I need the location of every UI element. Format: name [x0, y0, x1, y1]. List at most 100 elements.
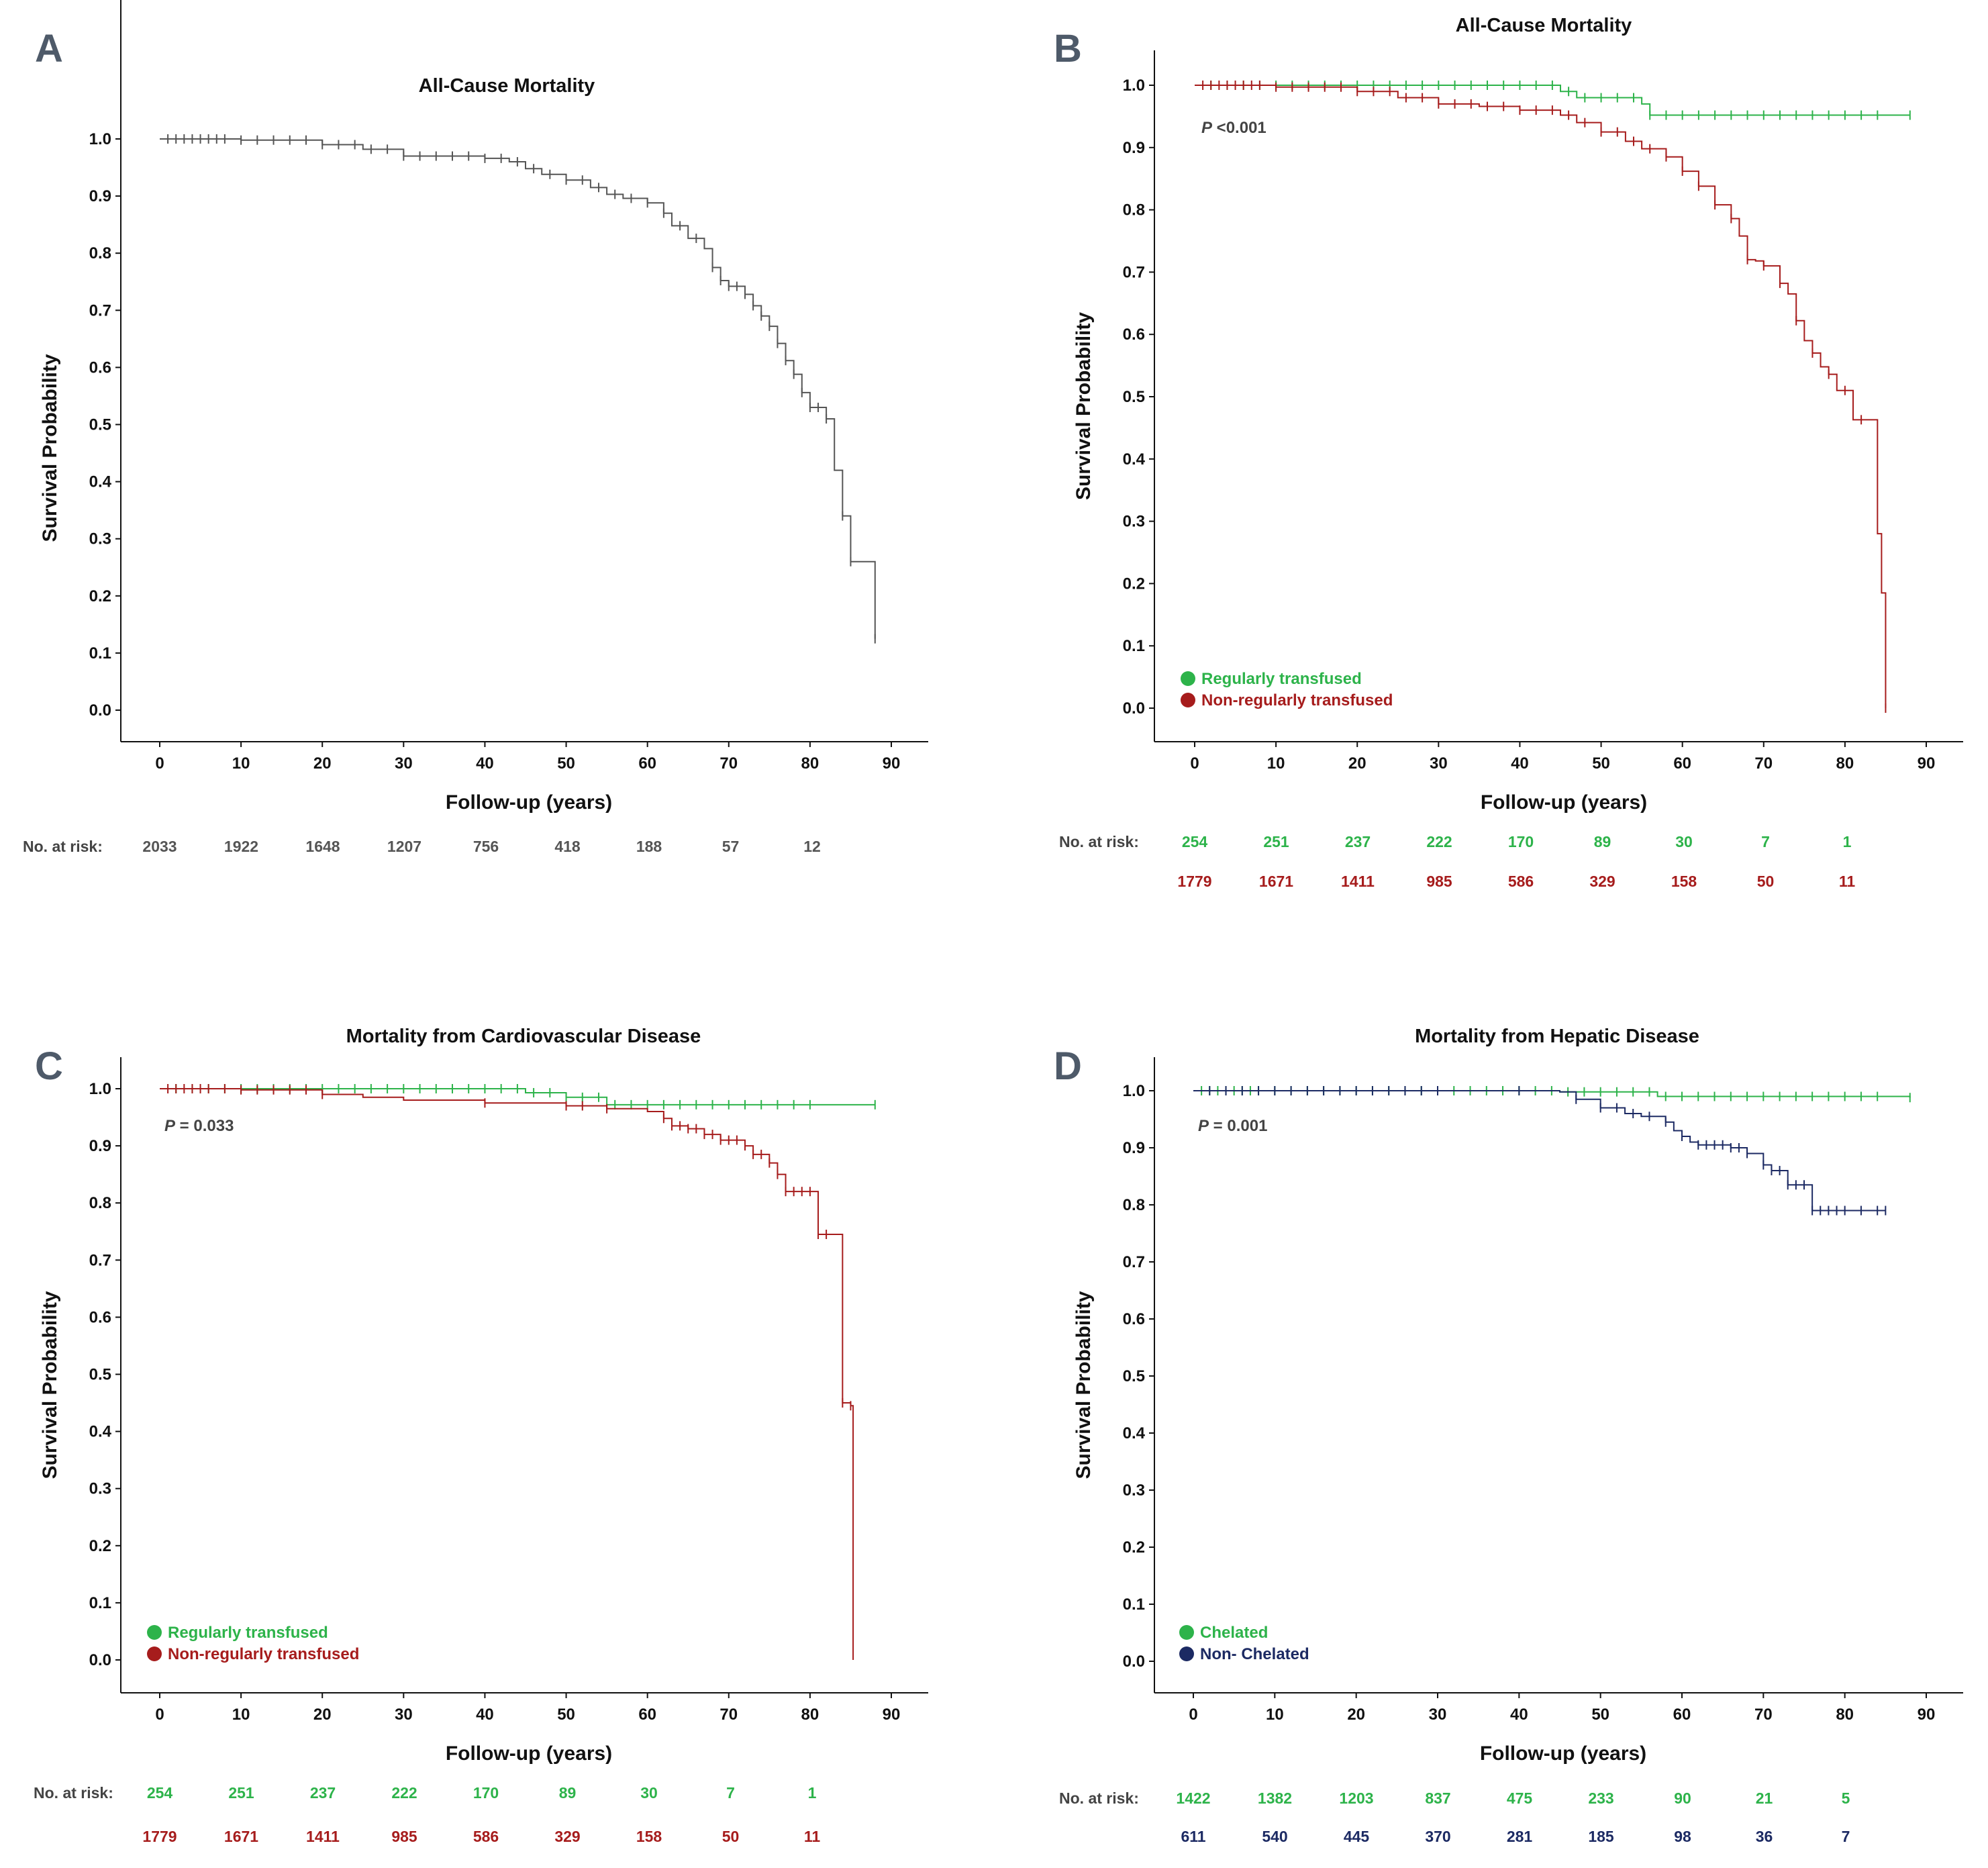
- risk-count: 1779: [1177, 873, 1211, 890]
- x-tick-label: 40: [476, 754, 494, 773]
- y-tick-label: 0.0: [89, 701, 111, 720]
- y-tick-label: 0.5: [89, 1366, 111, 1384]
- y-tick-label: 0.9: [1123, 139, 1145, 157]
- risk-count: 1671: [224, 1828, 258, 1845]
- risk-count: 251: [1263, 833, 1289, 850]
- x-tick-label: 10: [1267, 754, 1285, 773]
- p-value-text: <0.001: [1212, 119, 1266, 137]
- risk-count: 30: [640, 1784, 658, 1802]
- x-tick-label: 20: [1348, 754, 1366, 773]
- p-value: P <0.001: [1201, 119, 1266, 137]
- risk-count: 254: [147, 1784, 173, 1802]
- y-tick-label: 0.9: [1123, 1139, 1145, 1157]
- risk-count: 170: [1508, 833, 1534, 850]
- risk-count: 1422: [1176, 1789, 1210, 1807]
- x-axis-label: Follow-up (years): [1480, 1742, 1646, 1765]
- y-tick-label: 0.4: [1123, 450, 1146, 469]
- risk-count: 7: [726, 1784, 735, 1802]
- risk-count: 251: [228, 1784, 254, 1802]
- risk-table-label: No. at risk:: [34, 1784, 113, 1802]
- risk-count: 7: [1842, 1828, 1850, 1845]
- y-tick-label: 0.0: [1123, 699, 1145, 718]
- survival-curve: [1195, 85, 1910, 116]
- x-tick-label: 20: [313, 754, 332, 773]
- risk-count: 1648: [305, 838, 340, 855]
- x-tick-label: 80: [801, 1706, 819, 1724]
- risk-count: 540: [1262, 1828, 1287, 1845]
- x-tick-label: 80: [801, 754, 819, 773]
- y-tick-label: 1.0: [1123, 77, 1145, 95]
- y-tick-label: 0.1: [1123, 1595, 1145, 1614]
- legend-marker: [1181, 671, 1195, 686]
- y-tick-label: 0.8: [89, 1194, 111, 1212]
- panel-label: B: [1054, 27, 1082, 70]
- risk-count: 185: [1588, 1828, 1614, 1845]
- y-tick-label: 1.0: [89, 130, 111, 148]
- x-tick-label: 50: [557, 1706, 575, 1724]
- risk-count: 370: [1425, 1828, 1450, 1845]
- risk-count: 1671: [1259, 873, 1293, 890]
- x-tick-label: 80: [1836, 1706, 1854, 1724]
- p-value: P = 0.033: [164, 1117, 234, 1135]
- y-tick-label: 0.4: [1123, 1424, 1146, 1442]
- risk-count: 2033: [142, 838, 177, 855]
- series-non-regularly-transfused: [1195, 81, 1887, 713]
- risk-count: 98: [1674, 1828, 1691, 1845]
- risk-table-label: No. at risk:: [23, 838, 103, 855]
- y-tick-label: 0.5: [1123, 388, 1145, 406]
- p-value-symbol: P: [1198, 1117, 1209, 1135]
- series-overall: [160, 134, 876, 644]
- series-non-regularly-transfused: [160, 1084, 854, 1660]
- panel-d: D Mortality from Hepatic Disease 0.0 0.1 0.2…: [1054, 1026, 1963, 1845]
- x-tick-label: 50: [1592, 754, 1610, 773]
- risk-count: 329: [1589, 873, 1615, 890]
- y-tick-label: 0.5: [1123, 1367, 1145, 1385]
- x-tick-label: 90: [883, 1706, 901, 1724]
- risk-count: 222: [1426, 833, 1452, 850]
- legend-marker: [1181, 693, 1195, 707]
- x-axis-label: Follow-up (years): [446, 791, 612, 814]
- x-tick-label: 70: [1754, 1706, 1773, 1724]
- risk-count: 237: [310, 1784, 336, 1802]
- risk-count: 188: [636, 838, 662, 855]
- risk-count: 281: [1507, 1828, 1533, 1845]
- risk-count: 1: [808, 1784, 817, 1802]
- x-tick-label: 0: [1190, 754, 1199, 773]
- legend-label: Chelated: [1200, 1624, 1268, 1642]
- legend-label: Non- Chelated: [1200, 1645, 1309, 1663]
- chart-title: All-Cause Mortality: [419, 75, 595, 97]
- y-tick-label: 0.7: [1123, 263, 1145, 281]
- series-non-chelated: [1193, 1086, 1887, 1216]
- y-tick-label: 0.0: [1123, 1653, 1145, 1671]
- risk-table-label: No. at risk:: [1059, 833, 1139, 850]
- x-tick-label: 90: [1918, 1706, 1936, 1724]
- risk-count: 1411: [1341, 873, 1375, 890]
- y-tick-label: 0.6: [1123, 326, 1145, 344]
- risk-count: 5: [1842, 1789, 1850, 1807]
- y-tick-label: 0.9: [89, 187, 111, 205]
- x-tick-label: 80: [1836, 754, 1854, 773]
- legend-label: Regularly transfused: [1201, 670, 1362, 688]
- x-tick-label: 60: [638, 1706, 656, 1724]
- y-tick-label: 0.1: [1123, 637, 1145, 655]
- y-tick-label: 0.1: [89, 1594, 111, 1612]
- legend-item: Chelated: [1179, 1624, 1268, 1642]
- x-tick-label: 30: [1430, 754, 1448, 773]
- survival-curve: [160, 1088, 854, 1660]
- survival-curve: [1193, 1090, 1886, 1212]
- risk-count: 475: [1507, 1789, 1533, 1807]
- x-tick-label: 0: [1189, 1706, 1197, 1724]
- panel-a: A All-Cause Mortality 0.0 0.1 0.2 0.3 0.4 0.5 0.…: [23, 0, 928, 855]
- legend-item: Regularly transfused: [147, 1624, 328, 1642]
- y-tick-label: 0.1: [89, 644, 111, 662]
- p-value-text: = 0.033: [175, 1117, 234, 1135]
- x-tick-label: 60: [638, 754, 656, 773]
- risk-count: 1779: [142, 1828, 177, 1845]
- risk-count: 418: [554, 838, 581, 855]
- y-tick-label: 0.3: [1123, 513, 1145, 531]
- risk-count: 12: [803, 838, 821, 855]
- risk-count: 158: [1671, 873, 1697, 890]
- risk-count: 1: [1843, 833, 1852, 850]
- risk-count: 233: [1588, 1789, 1613, 1807]
- risk-count: 1203: [1339, 1789, 1373, 1807]
